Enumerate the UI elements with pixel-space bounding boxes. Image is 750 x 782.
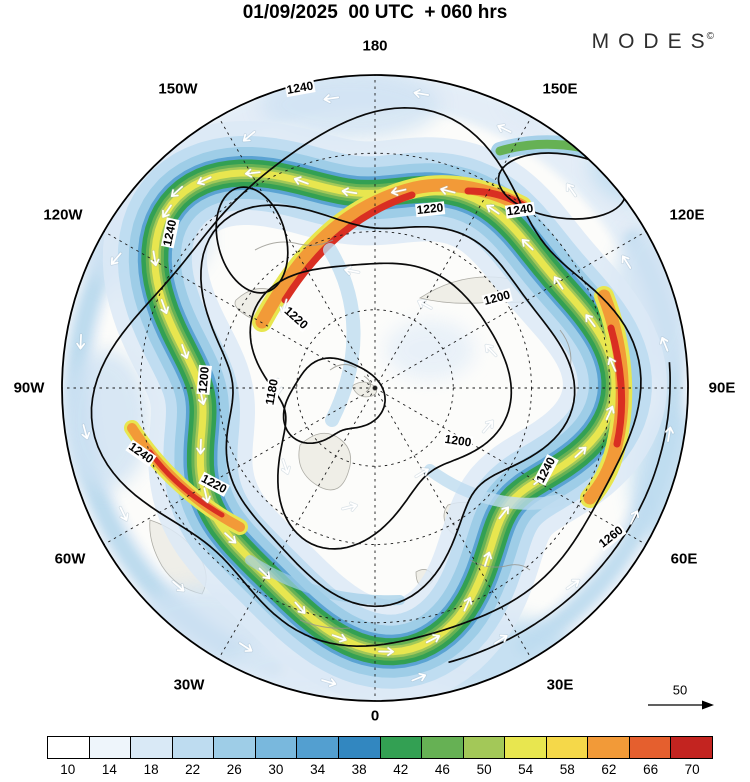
colorbar-tick: 18 bbox=[143, 762, 159, 777]
wind-arrow-icon bbox=[223, 531, 238, 545]
colorbar-tick-labels: 10 14 18 22 26 30 34 38 42 46 50 54 58 62 66 70 bbox=[47, 762, 713, 780]
colorbar-cell bbox=[130, 736, 173, 759]
colorbar-cell bbox=[296, 736, 339, 759]
wind-arrow-icon bbox=[410, 672, 427, 683]
wind-arrow-icon bbox=[80, 423, 91, 441]
wind-arrow-icon bbox=[293, 175, 310, 186]
wind-arrows bbox=[75, 88, 675, 688]
colorbar-cell bbox=[587, 736, 630, 759]
colorbar-tick: 54 bbox=[518, 762, 534, 777]
wind-reference-value: 50 bbox=[672, 682, 688, 698]
colorbar-tick: 46 bbox=[434, 762, 450, 777]
wind-arrow-icon bbox=[195, 438, 206, 456]
wind-arrow-icon bbox=[280, 458, 291, 475]
colorbar-tick: 70 bbox=[684, 762, 700, 777]
colorbar-tick: 62 bbox=[601, 762, 617, 777]
wind-arrow-icon bbox=[565, 182, 578, 198]
wind-arrow-icon bbox=[242, 130, 257, 143]
wind-arrow-icon bbox=[343, 265, 361, 276]
wind-arrow-icon bbox=[425, 633, 441, 644]
wind-arrow-icon bbox=[171, 579, 186, 593]
colorbar-cell bbox=[670, 736, 713, 759]
wind-arrow-icon bbox=[159, 298, 170, 315]
wind-arrow-icon bbox=[620, 254, 633, 270]
wind-arrow-icon bbox=[481, 419, 495, 434]
colorbar-tick: 42 bbox=[393, 762, 409, 777]
colorbar-tick: 30 bbox=[268, 762, 284, 777]
wind-arrow-icon bbox=[377, 646, 395, 657]
wind-arrow-icon bbox=[417, 299, 433, 310]
wind-arrow-icon bbox=[340, 186, 359, 197]
colorbar-tick: 22 bbox=[185, 762, 201, 777]
page-title: 01/09/2025 00 UTC + 060 hrs bbox=[242, 2, 508, 23]
wind-arrow-icon bbox=[414, 467, 430, 479]
colorbar bbox=[47, 736, 713, 759]
wind-arrow-icon bbox=[293, 600, 307, 615]
colorbar-tick: 50 bbox=[476, 762, 492, 777]
colorbar-tick: 66 bbox=[643, 762, 659, 777]
colorbar-cell bbox=[421, 736, 464, 759]
wind-arrow-icon bbox=[629, 509, 640, 526]
wind-arrow-icon bbox=[170, 185, 184, 198]
graticule bbox=[62, 75, 688, 701]
colorbar-cell bbox=[337, 736, 381, 759]
wind-arrow-icon bbox=[196, 175, 213, 186]
wind-arrow-icon bbox=[606, 356, 618, 373]
wind-arrow-icon bbox=[565, 578, 581, 591]
colorbar-tick: 58 bbox=[559, 762, 575, 777]
wind-arrow-icon bbox=[485, 203, 501, 216]
wind-arrow-icon bbox=[659, 336, 670, 353]
colorbar-cell bbox=[171, 736, 215, 759]
wind-arrow-icon bbox=[110, 251, 123, 266]
colorbar-tick: 26 bbox=[226, 762, 242, 777]
wind-arrow-icon bbox=[238, 641, 254, 653]
wind-reference-arrow-icon bbox=[648, 700, 714, 710]
wind-arrow-icon bbox=[390, 186, 408, 197]
wind-arrow-icon bbox=[161, 203, 173, 219]
wind-arrow-icon bbox=[573, 445, 588, 459]
wind-arrow-icon bbox=[322, 93, 340, 104]
wind-arrow-icon bbox=[75, 333, 86, 351]
copyright-icon: © bbox=[706, 31, 714, 42]
wind-arrow-icon bbox=[552, 275, 565, 291]
wind-arrow-icon bbox=[320, 677, 338, 688]
colorbar-cell bbox=[504, 736, 547, 759]
wind-arrow-icon bbox=[482, 550, 493, 568]
colorbar-cell bbox=[545, 736, 589, 759]
colorbar-cell bbox=[88, 736, 132, 759]
modes-logo-text: MODES bbox=[591, 30, 714, 53]
wind-arrow-icon bbox=[180, 343, 191, 360]
wind-arrow-icon bbox=[604, 405, 616, 421]
colorbar-cell bbox=[628, 736, 672, 759]
wind-arrow-icon bbox=[257, 566, 272, 580]
wind-arrow-icon bbox=[664, 425, 675, 443]
wind-arrow-icon bbox=[341, 501, 358, 512]
colorbar-tick: 34 bbox=[310, 762, 326, 777]
colorbar-tick: 10 bbox=[60, 762, 76, 777]
wind-arrow-icon bbox=[520, 238, 535, 252]
wind-arrow-icon bbox=[412, 88, 430, 99]
colorbar-tick: 14 bbox=[101, 762, 117, 777]
wind-arrow-icon bbox=[484, 343, 498, 358]
colorbar-cell bbox=[462, 736, 506, 759]
wind-arrow-icon bbox=[331, 633, 348, 644]
colorbar-cell bbox=[254, 736, 298, 759]
wind-arrow-icon bbox=[149, 249, 161, 267]
colorbar-cell bbox=[47, 736, 90, 759]
wind-arrow-icon bbox=[462, 596, 473, 613]
colorbar-cell bbox=[379, 736, 423, 759]
wind-arrow-icon bbox=[497, 505, 510, 520]
colorbar-tick: 38 bbox=[351, 762, 367, 777]
wind-arrow-icon bbox=[493, 633, 509, 646]
colorbar-cell bbox=[213, 736, 256, 759]
map-boundary bbox=[61, 74, 689, 702]
wind-arrow-icon bbox=[496, 123, 513, 134]
wind-arrow-icon bbox=[118, 505, 130, 522]
wind-arrow-icon bbox=[584, 313, 597, 328]
wind-arrow-icon bbox=[244, 168, 262, 179]
modes-logo: MODES© bbox=[592, 30, 714, 54]
polar-map bbox=[61, 74, 714, 710]
wind-arrow-icon bbox=[439, 185, 457, 196]
